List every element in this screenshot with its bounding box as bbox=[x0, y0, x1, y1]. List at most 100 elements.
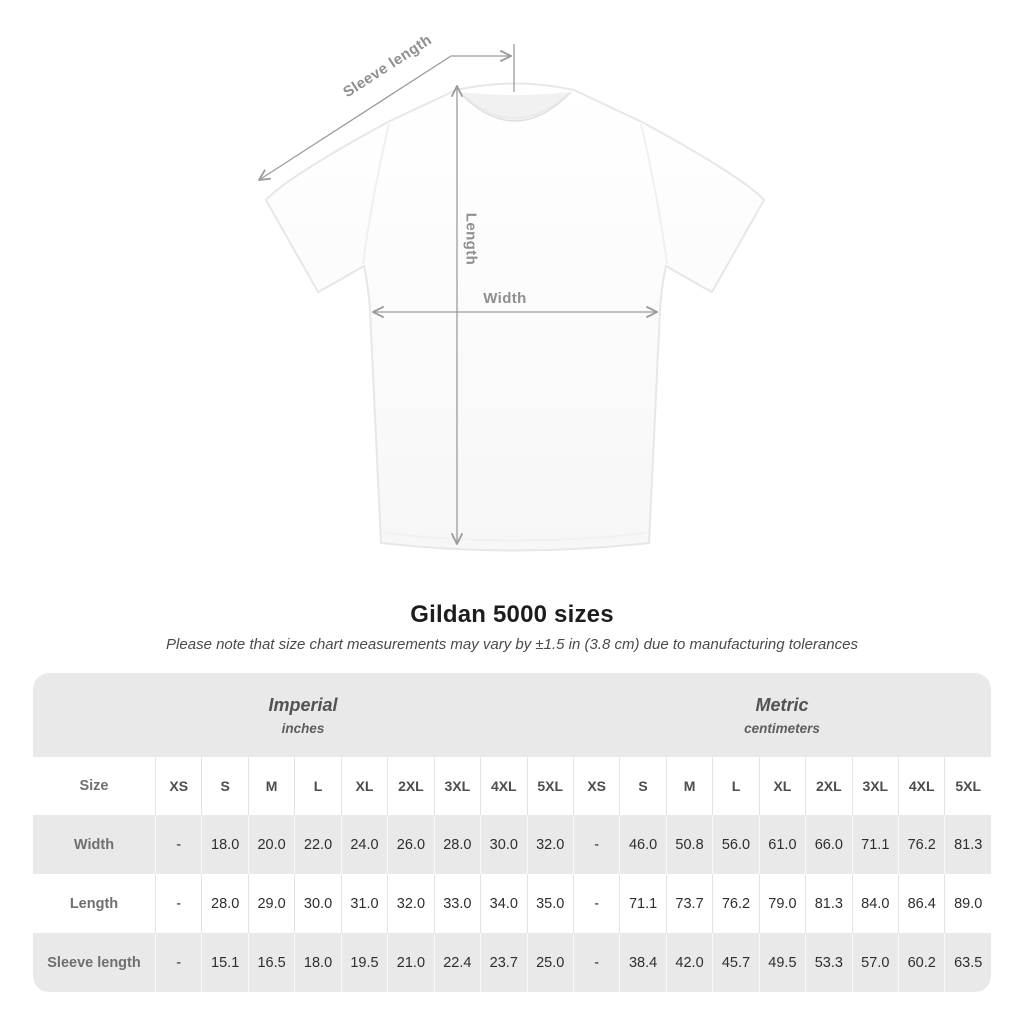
metric-group-header: Metric centimeters bbox=[572, 673, 991, 757]
col-header-imperial-5xl: 5XL bbox=[526, 757, 573, 815]
cell: 63.5 bbox=[944, 933, 991, 992]
col-header-imperial-4xl: 4XL bbox=[480, 757, 527, 815]
table-row-length: Length - 28.0 29.0 30.0 31.0 32.0 33.0 3… bbox=[33, 874, 991, 933]
imperial-label: Imperial bbox=[268, 694, 338, 715]
cell: 81.3 bbox=[944, 815, 991, 874]
col-header-metric-l: L bbox=[712, 757, 759, 815]
cell: 16.5 bbox=[247, 933, 295, 992]
cell: 18.0 bbox=[201, 815, 248, 874]
cell: - bbox=[155, 874, 202, 933]
cell: 76.2 bbox=[712, 874, 759, 933]
row-label-sleeve-length: Sleeve length bbox=[33, 933, 155, 992]
cell: 53.3 bbox=[805, 933, 852, 992]
cell: 33.0 bbox=[433, 874, 481, 933]
col-header-metric-xs: XS bbox=[572, 757, 620, 815]
cell: 31.0 bbox=[340, 874, 388, 933]
cell: 28.0 bbox=[433, 815, 481, 874]
col-header-metric-5xl: 5XL bbox=[944, 757, 991, 815]
cell: 26.0 bbox=[387, 815, 434, 874]
cell: 57.0 bbox=[851, 933, 898, 992]
cell: 61.0 bbox=[758, 815, 806, 874]
cell: 34.0 bbox=[480, 874, 527, 933]
cell: 19.5 bbox=[340, 933, 388, 992]
cell: - bbox=[155, 933, 202, 992]
cell: 73.7 bbox=[665, 874, 713, 933]
cell: 42.0 bbox=[665, 933, 713, 992]
imperial-group-header: Imperial inches bbox=[33, 673, 573, 757]
metric-label: Metric bbox=[755, 694, 809, 715]
cell: 28.0 bbox=[201, 874, 248, 933]
cell: 20.0 bbox=[247, 815, 295, 874]
table-row-width: Width - 18.0 20.0 22.0 24.0 26.0 28.0 30… bbox=[33, 815, 991, 874]
col-header-metric-3xl: 3XL bbox=[851, 757, 898, 815]
cell: 76.2 bbox=[898, 815, 945, 874]
cell: 23.7 bbox=[480, 933, 527, 992]
cell: 49.5 bbox=[758, 933, 806, 992]
cell: 45.7 bbox=[712, 933, 759, 992]
width-label: Width bbox=[483, 290, 527, 307]
col-header-imperial-s: S bbox=[201, 757, 248, 815]
col-header-imperial-3xl: 3XL bbox=[433, 757, 481, 815]
cell: 22.0 bbox=[294, 815, 341, 874]
cell: 32.0 bbox=[387, 874, 434, 933]
tshirt-hem-stitch bbox=[383, 532, 647, 542]
cell: - bbox=[572, 933, 620, 992]
sleeve-length-dimension-line bbox=[258, 50, 512, 181]
sleeve-length-label: Sleeve length bbox=[340, 31, 435, 101]
tshirt-right-sleeve-seam bbox=[640, 123, 668, 265]
imperial-units: inches bbox=[281, 720, 325, 736]
cell: 35.0 bbox=[526, 874, 573, 933]
metric-units: centimeters bbox=[744, 720, 820, 736]
row-label-length: Length bbox=[33, 874, 155, 933]
col-header-metric-s: S bbox=[619, 757, 666, 815]
cell: 89.0 bbox=[944, 874, 991, 933]
col-header-metric-m: M bbox=[665, 757, 713, 815]
cell: 60.2 bbox=[898, 933, 945, 992]
size-corner-header: Size bbox=[33, 757, 155, 815]
col-header-metric-xl: XL bbox=[758, 757, 806, 815]
cell: 56.0 bbox=[712, 815, 759, 874]
cell: 29.0 bbox=[247, 874, 295, 933]
cell: 18.0 bbox=[294, 933, 341, 992]
cell: 21.0 bbox=[387, 933, 434, 992]
cell: - bbox=[155, 815, 202, 874]
cell: 38.4 bbox=[619, 933, 666, 992]
col-header-imperial-xl: XL bbox=[340, 757, 388, 815]
col-header-metric-4xl: 4XL bbox=[898, 757, 945, 815]
cell: 66.0 bbox=[805, 815, 852, 874]
table-row-sleeve-length: Sleeve length - 15.1 16.5 18.0 19.5 21.0… bbox=[33, 933, 991, 992]
page-subtitle: Please note that size chart measurements… bbox=[166, 636, 858, 653]
page-title: Gildan 5000 sizes bbox=[410, 601, 614, 628]
cell: 22.4 bbox=[433, 933, 481, 992]
cell: 32.0 bbox=[526, 815, 573, 874]
cell: 79.0 bbox=[758, 874, 806, 933]
col-header-imperial-2xl: 2XL bbox=[387, 757, 434, 815]
size-table-container: Imperial inches Metric centimeters Size … bbox=[33, 673, 991, 992]
cell: 86.4 bbox=[898, 874, 945, 933]
col-header-imperial-m: M bbox=[247, 757, 295, 815]
cell: 15.1 bbox=[201, 933, 248, 992]
tshirt-measurement-diagram: Sleeve length Length Width bbox=[258, 31, 765, 552]
cell: 24.0 bbox=[340, 815, 388, 874]
col-header-metric-2xl: 2XL bbox=[805, 757, 852, 815]
cell: 30.0 bbox=[480, 815, 527, 874]
col-header-imperial-l: L bbox=[294, 757, 341, 815]
size-header-row: Size XS S M L XL 2XL 3XL 4XL 5XL XS S M … bbox=[33, 757, 991, 815]
cell: 81.3 bbox=[805, 874, 852, 933]
cell: 46.0 bbox=[619, 815, 666, 874]
col-header-imperial-xs: XS bbox=[155, 757, 202, 815]
unit-band-row: Imperial inches Metric centimeters bbox=[33, 673, 991, 757]
tshirt-graphic bbox=[265, 82, 765, 552]
cell: 71.1 bbox=[619, 874, 666, 933]
length-label: Length bbox=[463, 213, 480, 265]
cell: 25.0 bbox=[526, 933, 573, 992]
cell: - bbox=[572, 874, 620, 933]
cell: 84.0 bbox=[851, 874, 898, 933]
cell: 30.0 bbox=[294, 874, 341, 933]
row-label-width: Width bbox=[33, 815, 155, 874]
size-table: Imperial inches Metric centimeters Size … bbox=[33, 673, 991, 992]
cell: 71.1 bbox=[851, 815, 898, 874]
tshirt-body bbox=[265, 82, 765, 552]
cell: 50.8 bbox=[665, 815, 713, 874]
